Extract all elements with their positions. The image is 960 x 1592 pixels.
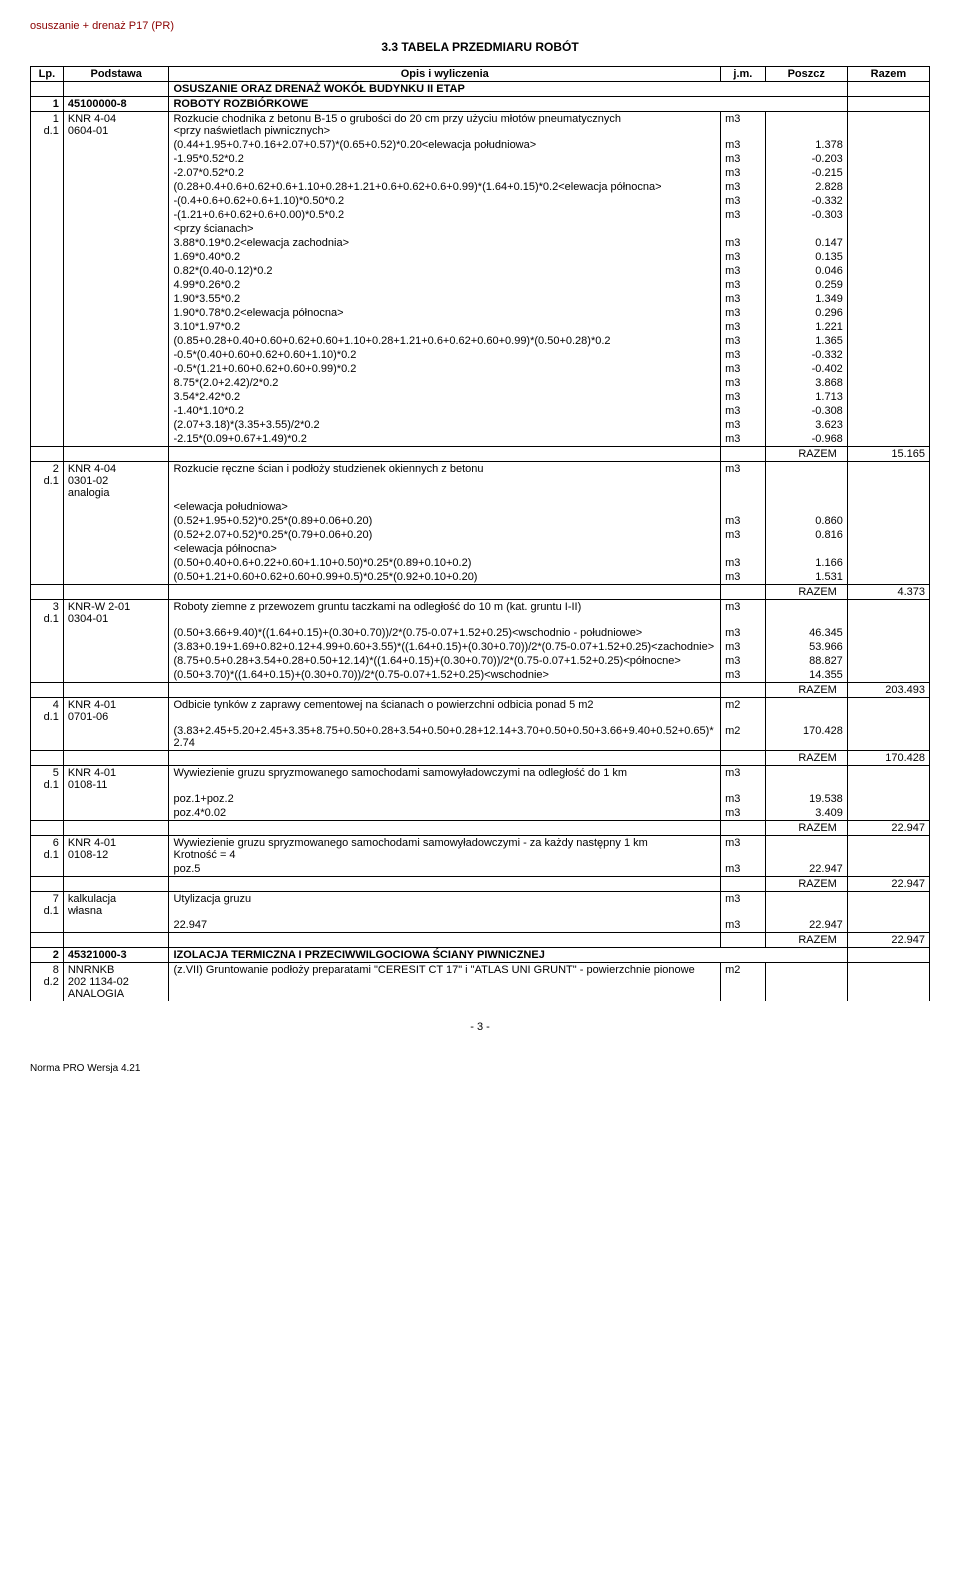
- item-row: 2d.1KNR 4-04 0301-02 analogiaRozkucie rę…: [31, 462, 930, 501]
- item-row: 1d.1KNR 4-04 0604-01Rozkucie chodnika z …: [31, 112, 930, 139]
- calc-line: -0.5*(1.21+0.60+0.62+0.60+0.99)*0.2m3-0.…: [31, 362, 930, 376]
- item-row: 7d.1kalkulacja własnaUtylizacja gruzum3: [31, 892, 930, 919]
- calc-line: (0.50+3.66+9.40)*((1.64+0.15)+(0.30+0.70…: [31, 626, 930, 640]
- calc-line: (2.07+3.18)*(3.35+3.55)/2*0.2m33.623: [31, 418, 930, 432]
- calc-line: <elewacja południowa>: [31, 500, 930, 514]
- calc-line: <elewacja północna>: [31, 542, 930, 556]
- footer: Norma PRO Wersja 4.21: [30, 1063, 930, 1074]
- razem-row: RAZEM22.947: [31, 933, 930, 948]
- calc-line: poz.5m322.947: [31, 862, 930, 877]
- calc-line: -2.07*0.52*0.2m3-0.215: [31, 166, 930, 180]
- calc-line: (0.50+3.70)*((1.64+0.15)+(0.30+0.70))/2*…: [31, 668, 930, 683]
- calc-line: 4.99*0.26*0.2m30.259: [31, 278, 930, 292]
- calc-line: (0.52+1.95+0.52)*0.25*(0.89+0.06+0.20)m3…: [31, 514, 930, 528]
- item-row: 6d.1KNR 4-01 0108-12Wywiezienie gruzu sp…: [31, 836, 930, 863]
- item-row: 5d.1KNR 4-01 0108-11Wywiezienie gruzu sp…: [31, 766, 930, 793]
- calc-line: (8.75+0.5+0.28+3.54+0.28+0.50+12.14)*((1…: [31, 654, 930, 668]
- item-row: 8d.2NNRNKB 202 1134-02 ANALOGIA(z.VII) G…: [31, 963, 930, 1002]
- calc-line: 0.82*(0.40-0.12)*0.2m30.046: [31, 264, 930, 278]
- calc-line: (3.83+0.19+1.69+0.82+0.12+4.99+0.60+3.55…: [31, 640, 930, 654]
- table-header-row: Lp.PodstawaOpis i wyliczeniaj.m.PoszczRa…: [31, 67, 930, 82]
- calc-line: -0.5*(0.40+0.60+0.62+0.60+1.10)*0.2m3-0.…: [31, 348, 930, 362]
- calc-line: -(1.21+0.6+0.62+0.6+0.00)*0.5*0.2m3-0.30…: [31, 208, 930, 222]
- main-table: Lp.PodstawaOpis i wyliczeniaj.m.PoszczRa…: [30, 66, 930, 1001]
- calc-line: 8.75*(2.0+2.42)/2*0.2m33.868: [31, 376, 930, 390]
- page-number: - 3 -: [30, 1021, 930, 1033]
- section-row: 245321000-3IZOLACJA TERMICZNA I PRZECIWW…: [31, 948, 930, 963]
- calc-line: (0.50+0.40+0.6+0.22+0.60+1.10+0.50)*0.25…: [31, 556, 930, 570]
- calc-line: 1.69*0.40*0.2m30.135: [31, 250, 930, 264]
- calc-line: 1.90*3.55*0.2m31.349: [31, 292, 930, 306]
- section-row: 145100000-8ROBOTY ROZBIÓRKOWE: [31, 97, 930, 112]
- calc-line: <przy ścianach>: [31, 222, 930, 236]
- calc-line: (0.28+0.4+0.6+0.62+0.6+1.10+0.28+1.21+0.…: [31, 180, 930, 194]
- calc-line: 3.88*0.19*0.2<elewacja zachodnia>m30.147: [31, 236, 930, 250]
- calc-line: (0.52+2.07+0.52)*0.25*(0.79+0.06+0.20)m3…: [31, 528, 930, 542]
- col-jm: j.m.: [721, 67, 766, 82]
- calc-line: poz.1+poz.2m319.538: [31, 792, 930, 806]
- calc-line: (0.44+1.95+0.7+0.16+2.07+0.57)*(0.65+0.5…: [31, 138, 930, 152]
- razem-row: RAZEM22.947: [31, 877, 930, 892]
- razem-row: RAZEM170.428: [31, 751, 930, 766]
- col-lp: Lp.: [31, 67, 64, 82]
- calc-line: -(0.4+0.6+0.62+0.6+1.10)*0.50*0.2m3-0.33…: [31, 194, 930, 208]
- item-row: 3d.1KNR-W 2-01 0304-01Roboty ziemne z pr…: [31, 600, 930, 627]
- section-row: OSUSZANIE ORAZ DRENAŻ WOKÓŁ BUDYNKU II E…: [31, 82, 930, 97]
- calc-line: poz.4*0.02m33.409: [31, 806, 930, 821]
- calc-line: -2.15*(0.09+0.67+1.49)*0.2m3-0.968: [31, 432, 930, 447]
- calc-line: -1.40*1.10*0.2m3-0.308: [31, 404, 930, 418]
- item-row: 4d.1KNR 4-01 0701-06Odbicie tynków z zap…: [31, 698, 930, 725]
- calc-line: -1.95*0.52*0.2m3-0.203: [31, 152, 930, 166]
- doc-title: 3.3 TABELA PRZEDMIARU ROBÓT: [30, 40, 930, 54]
- col-razem: Razem: [847, 67, 929, 82]
- col-poszcz: Poszcz: [765, 67, 847, 82]
- calc-line: 3.10*1.97*0.2m31.221: [31, 320, 930, 334]
- calc-line: (0.85+0.28+0.40+0.60+0.62+0.60+1.10+0.28…: [31, 334, 930, 348]
- calc-line: (0.50+1.21+0.60+0.62+0.60+0.99+0.5)*0.25…: [31, 570, 930, 585]
- calc-line: 3.54*2.42*0.2m31.713: [31, 390, 930, 404]
- calc-line: (3.83+2.45+5.20+2.45+3.35+8.75+0.50+0.28…: [31, 724, 930, 751]
- razem-row: RAZEM22.947: [31, 821, 930, 836]
- razem-row: RAZEM15.165: [31, 447, 930, 462]
- razem-row: RAZEM203.493: [31, 683, 930, 698]
- razem-row: RAZEM4.373: [31, 585, 930, 600]
- col-desc: Opis i wyliczenia: [169, 67, 721, 82]
- calc-line: 1.90*0.78*0.2<elewacja północna>m30.296: [31, 306, 930, 320]
- calc-line: 22.947m322.947: [31, 918, 930, 933]
- col-base: Podstawa: [63, 67, 169, 82]
- doc-header: osuszanie + drenaż P17 (PR): [30, 20, 930, 32]
